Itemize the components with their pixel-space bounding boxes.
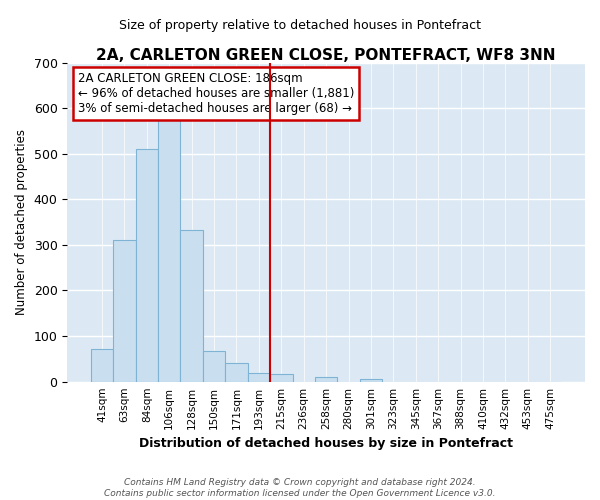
Bar xyxy=(248,372,270,382)
Y-axis label: Number of detached properties: Number of detached properties xyxy=(15,129,28,315)
Bar xyxy=(315,377,337,382)
Title: 2A, CARLETON GREEN CLOSE, PONTEFRACT, WF8 3NN: 2A, CARLETON GREEN CLOSE, PONTEFRACT, WF… xyxy=(97,48,556,62)
Bar xyxy=(136,149,158,382)
Bar xyxy=(91,349,113,382)
Bar xyxy=(158,118,181,382)
Bar xyxy=(203,350,225,382)
X-axis label: Distribution of detached houses by size in Pontefract: Distribution of detached houses by size … xyxy=(139,437,513,450)
Bar xyxy=(225,364,248,382)
Bar xyxy=(270,374,293,382)
Text: Size of property relative to detached houses in Pontefract: Size of property relative to detached ho… xyxy=(119,20,481,32)
Bar xyxy=(113,240,136,382)
Text: Contains HM Land Registry data © Crown copyright and database right 2024.
Contai: Contains HM Land Registry data © Crown c… xyxy=(104,478,496,498)
Bar xyxy=(360,379,382,382)
Bar xyxy=(181,230,203,382)
Text: 2A CARLETON GREEN CLOSE: 186sqm
← 96% of detached houses are smaller (1,881)
3% : 2A CARLETON GREEN CLOSE: 186sqm ← 96% of… xyxy=(77,72,354,115)
